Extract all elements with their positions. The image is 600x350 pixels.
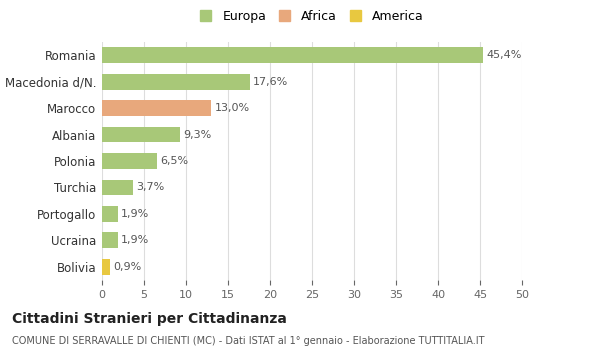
Text: 45,4%: 45,4% (487, 50, 522, 60)
Text: 0,9%: 0,9% (113, 262, 141, 272)
Bar (102, 100, 211, 116)
Text: 3,7%: 3,7% (136, 182, 164, 192)
Bar (102, 47, 484, 63)
Text: 17,6%: 17,6% (253, 77, 289, 87)
Text: Cittadini Stranieri per Cittadinanza: Cittadini Stranieri per Cittadinanza (12, 312, 287, 326)
Legend: Europa, Africa, America: Europa, Africa, America (200, 10, 424, 23)
Text: 13,0%: 13,0% (215, 103, 250, 113)
Bar (102, 259, 110, 275)
Text: COMUNE DI SERRAVALLE DI CHIENTI (MC) - Dati ISTAT al 1° gennaio - Elaborazione T: COMUNE DI SERRAVALLE DI CHIENTI (MC) - D… (12, 336, 485, 346)
Bar (102, 127, 180, 142)
Bar (102, 153, 157, 169)
Bar (102, 180, 133, 195)
Text: 1,9%: 1,9% (121, 209, 149, 219)
Bar (102, 74, 250, 90)
Bar (102, 232, 118, 248)
Bar (102, 206, 118, 222)
Text: 9,3%: 9,3% (184, 130, 212, 140)
Text: 1,9%: 1,9% (121, 235, 149, 245)
Text: 6,5%: 6,5% (160, 156, 188, 166)
